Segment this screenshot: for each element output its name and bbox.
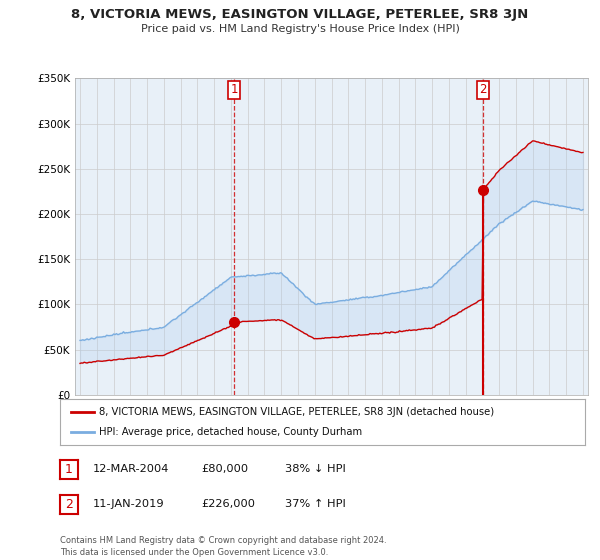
Text: £226,000: £226,000 bbox=[201, 499, 255, 509]
Text: Contains HM Land Registry data © Crown copyright and database right 2024.
This d: Contains HM Land Registry data © Crown c… bbox=[60, 536, 386, 557]
Text: 12-MAR-2004: 12-MAR-2004 bbox=[93, 464, 169, 474]
Text: 2: 2 bbox=[479, 83, 487, 96]
Text: 8, VICTORIA MEWS, EASINGTON VILLAGE, PETERLEE, SR8 3JN (detached house): 8, VICTORIA MEWS, EASINGTON VILLAGE, PET… bbox=[100, 407, 494, 417]
Text: 1: 1 bbox=[65, 463, 73, 476]
Text: £80,000: £80,000 bbox=[201, 464, 248, 474]
Text: 11-JAN-2019: 11-JAN-2019 bbox=[93, 499, 164, 509]
Text: 37% ↑ HPI: 37% ↑ HPI bbox=[285, 499, 346, 509]
Text: HPI: Average price, detached house, County Durham: HPI: Average price, detached house, Coun… bbox=[100, 427, 362, 437]
Text: Price paid vs. HM Land Registry's House Price Index (HPI): Price paid vs. HM Land Registry's House … bbox=[140, 24, 460, 34]
Text: 38% ↓ HPI: 38% ↓ HPI bbox=[285, 464, 346, 474]
Text: 1: 1 bbox=[230, 83, 238, 96]
Text: 2: 2 bbox=[65, 498, 73, 511]
Text: 8, VICTORIA MEWS, EASINGTON VILLAGE, PETERLEE, SR8 3JN: 8, VICTORIA MEWS, EASINGTON VILLAGE, PET… bbox=[71, 8, 529, 21]
